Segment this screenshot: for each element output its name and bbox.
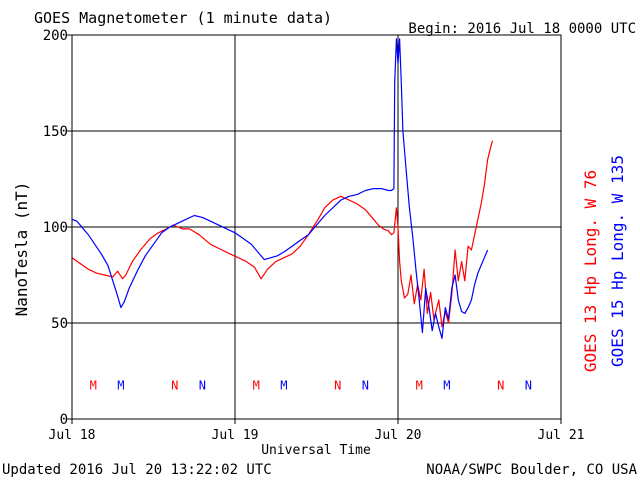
updated-timestamp: Updated 2016 Jul 20 13:22:02 UTC (2, 462, 272, 478)
x-tick-label-1: Jul 19 (212, 428, 259, 443)
y-tick-label-50: 50 (51, 316, 68, 332)
y-tick-label-0: 0 (60, 412, 68, 428)
y-axis-ticks: 0 50 100 150 200 (43, 28, 72, 428)
marker-n-10: N (497, 378, 504, 392)
x-tick-label-3: Jul 21 (538, 428, 585, 443)
x-tick-label-2: Jul 20 (375, 428, 422, 443)
marker-n-11: N (525, 378, 532, 392)
marker-m-8: M (416, 378, 423, 392)
x-axis-ticks: Jul 18 Jul 19 Jul 20 Jul 21 (49, 419, 585, 443)
series-line-goes15 (71, 38, 489, 339)
grid-lines (72, 35, 561, 419)
marker-m-0: M (90, 378, 97, 392)
begin-time: Begin: 2016 Jul 18 0000 UTC (408, 21, 636, 37)
marker-m-4: M (253, 378, 260, 392)
marker-m-1: M (117, 378, 124, 392)
legend-goes13: GOES 13 Hp Long. W 76 (581, 170, 600, 372)
series-line-goes13 (71, 140, 494, 328)
marker-n-2: N (171, 378, 178, 392)
source-label: NOAA/SWPC Boulder, CO USA (426, 462, 637, 478)
marker-n-6: N (334, 378, 341, 392)
y-axis-label: NanoTesla (nT) (12, 182, 31, 317)
y-tick-label-150: 150 (43, 124, 68, 140)
chart-title: GOES Magnetometer (1 minute data) (34, 9, 332, 27)
marker-n-7: N (362, 378, 369, 392)
marker-m-9: M (443, 378, 450, 392)
x-tick-label-0: Jul 18 (49, 428, 96, 443)
legend-goes15: GOES 15 Hp Long. W 135 (608, 155, 627, 367)
marker-m-5: M (280, 378, 287, 392)
y-tick-label-100: 100 (43, 220, 68, 236)
y-tick-label-200: 200 (43, 28, 68, 44)
x-axis-label: Universal Time (261, 443, 371, 458)
series-lines (71, 38, 494, 339)
marker-n-3: N (199, 378, 206, 392)
